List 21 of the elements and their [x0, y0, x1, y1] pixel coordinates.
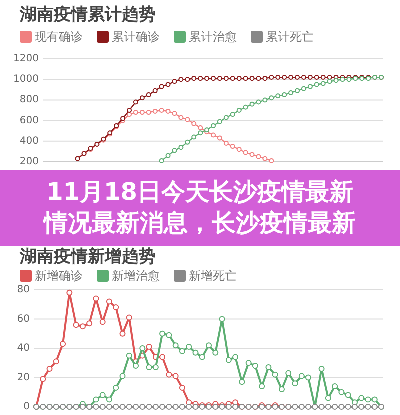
y-tick-label: 1000: [14, 74, 39, 86]
y-tick-label: 20: [17, 372, 30, 384]
legend-label: 现有确诊: [35, 30, 83, 44]
y-tick-label: 200: [20, 156, 39, 168]
y-tick-label: 1200: [14, 54, 39, 64]
y-tick-label: 0: [24, 402, 30, 412]
legend-label: 累计确诊: [112, 30, 160, 44]
legend-label: 累计治愈: [189, 30, 237, 44]
legend-label: 新增死亡: [189, 269, 237, 283]
y-tick-label: 80: [17, 284, 30, 296]
y-tick-label: 800: [20, 94, 39, 106]
y-tick-label: 600: [20, 115, 39, 126]
legend-label: 累计死亡: [266, 30, 314, 44]
chart-title: 湖南疫情累计趋势: [19, 5, 156, 25]
text: 11月18日今天长沙疫情最新情况最新消息，长沙疫情最新: [42, 177, 357, 239]
y-tick-label: 60: [17, 314, 30, 325]
y-tick-label: 400: [20, 136, 39, 147]
legend-label: 新增治愈: [112, 269, 160, 283]
legend-label: 新增确诊: [35, 269, 83, 283]
chart-title: 湖南疫情新增趋势: [19, 247, 156, 267]
y-tick-label: 40: [17, 343, 30, 354]
